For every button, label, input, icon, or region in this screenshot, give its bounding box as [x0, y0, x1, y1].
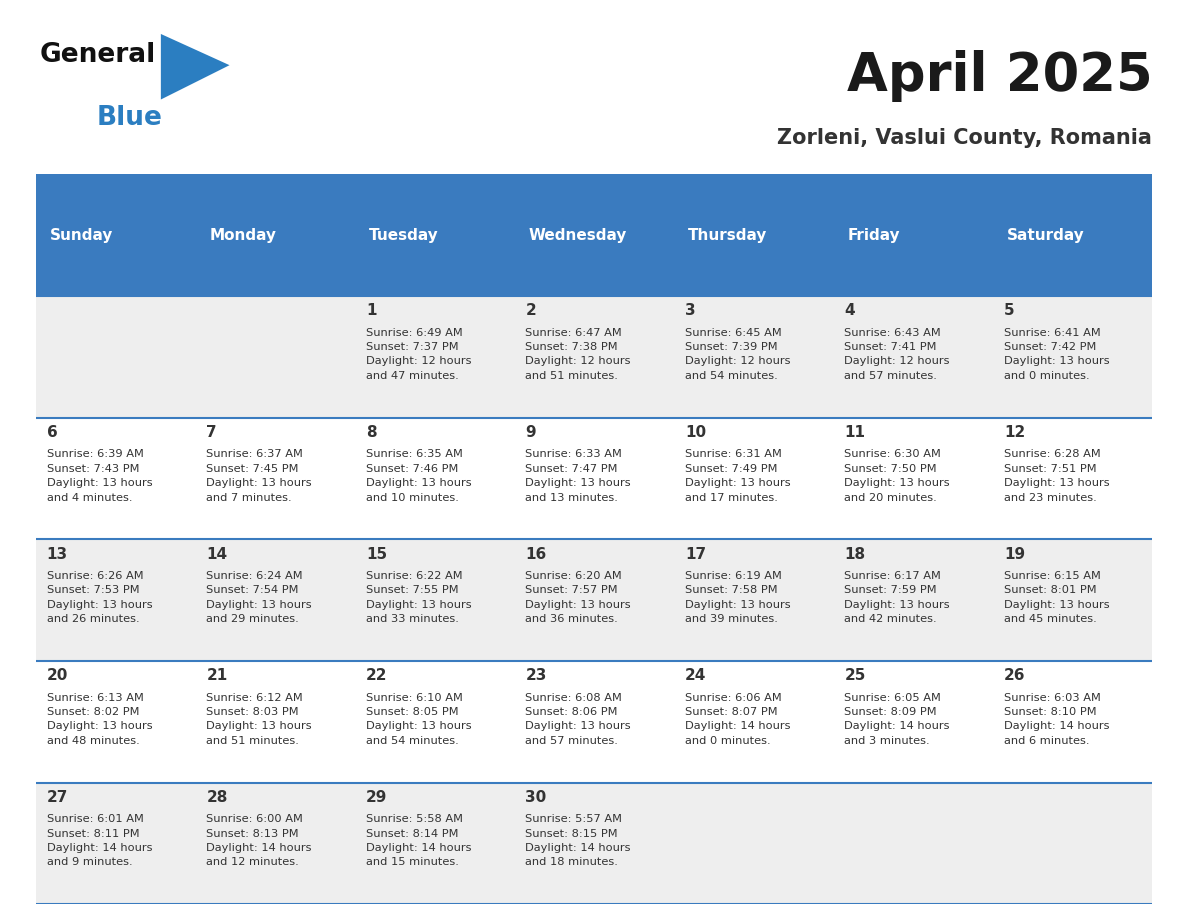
Text: 21: 21	[207, 668, 228, 683]
Text: Thursday: Thursday	[688, 228, 767, 242]
Text: 10: 10	[685, 425, 706, 440]
Text: Sunrise: 6:00 AM
Sunset: 8:13 PM
Daylight: 14 hours
and 12 minutes.: Sunrise: 6:00 AM Sunset: 8:13 PM Dayligh…	[207, 814, 311, 868]
Text: Sunrise: 6:43 AM
Sunset: 7:41 PM
Daylight: 12 hours
and 57 minutes.: Sunrise: 6:43 AM Sunset: 7:41 PM Dayligh…	[845, 328, 950, 381]
Text: 26: 26	[1004, 668, 1025, 683]
Bar	[36, 539, 1152, 661]
Text: 17: 17	[685, 546, 706, 562]
Text: 23: 23	[525, 668, 546, 683]
Text: 28: 28	[207, 789, 228, 805]
Bar	[36, 174, 195, 296]
Text: Sunrise: 6:47 AM
Sunset: 7:38 PM
Daylight: 12 hours
and 51 minutes.: Sunrise: 6:47 AM Sunset: 7:38 PM Dayligh…	[525, 328, 631, 381]
Bar	[36, 661, 1152, 782]
Text: 8: 8	[366, 425, 377, 440]
Bar	[36, 296, 1152, 418]
Text: Sunrise: 6:33 AM
Sunset: 7:47 PM
Daylight: 13 hours
and 13 minutes.: Sunrise: 6:33 AM Sunset: 7:47 PM Dayligh…	[525, 449, 631, 502]
Text: Sunrise: 6:22 AM
Sunset: 7:55 PM
Daylight: 13 hours
and 33 minutes.: Sunrise: 6:22 AM Sunset: 7:55 PM Dayligh…	[366, 571, 472, 624]
Text: Friday: Friday	[848, 228, 901, 242]
Text: Saturday: Saturday	[1007, 228, 1085, 242]
Polygon shape	[160, 34, 229, 99]
Text: Sunrise: 6:35 AM
Sunset: 7:46 PM
Daylight: 13 hours
and 10 minutes.: Sunrise: 6:35 AM Sunset: 7:46 PM Dayligh…	[366, 449, 472, 502]
Text: 5: 5	[1004, 303, 1015, 319]
Text: 13: 13	[46, 546, 68, 562]
Text: Sunrise: 6:13 AM
Sunset: 8:02 PM
Daylight: 13 hours
and 48 minutes.: Sunrise: 6:13 AM Sunset: 8:02 PM Dayligh…	[46, 692, 152, 745]
Text: 14: 14	[207, 546, 227, 562]
Text: 4: 4	[845, 303, 855, 319]
Text: 25: 25	[845, 668, 866, 683]
Text: 1: 1	[366, 303, 377, 319]
Bar	[195, 174, 355, 296]
Text: 11: 11	[845, 425, 866, 440]
Text: Sunrise: 6:24 AM
Sunset: 7:54 PM
Daylight: 13 hours
and 29 minutes.: Sunrise: 6:24 AM Sunset: 7:54 PM Dayligh…	[207, 571, 312, 624]
Text: Sunrise: 5:58 AM
Sunset: 8:14 PM
Daylight: 14 hours
and 15 minutes.: Sunrise: 5:58 AM Sunset: 8:14 PM Dayligh…	[366, 814, 472, 868]
Text: 9: 9	[525, 425, 536, 440]
Text: Sunrise: 6:15 AM
Sunset: 8:01 PM
Daylight: 13 hours
and 45 minutes.: Sunrise: 6:15 AM Sunset: 8:01 PM Dayligh…	[1004, 571, 1110, 624]
Bar	[674, 174, 833, 296]
Text: 29: 29	[366, 789, 387, 805]
Text: Tuesday: Tuesday	[369, 228, 438, 242]
Text: Monday: Monday	[209, 228, 277, 242]
Bar	[514, 174, 674, 296]
Text: 19: 19	[1004, 546, 1025, 562]
Bar	[36, 782, 1152, 904]
Text: Sunrise: 6:17 AM
Sunset: 7:59 PM
Daylight: 13 hours
and 42 minutes.: Sunrise: 6:17 AM Sunset: 7:59 PM Dayligh…	[845, 571, 950, 624]
Text: 12: 12	[1004, 425, 1025, 440]
Text: Sunrise: 6:01 AM
Sunset: 8:11 PM
Daylight: 14 hours
and 9 minutes.: Sunrise: 6:01 AM Sunset: 8:11 PM Dayligh…	[46, 814, 152, 868]
Text: Sunrise: 5:57 AM
Sunset: 8:15 PM
Daylight: 14 hours
and 18 minutes.: Sunrise: 5:57 AM Sunset: 8:15 PM Dayligh…	[525, 814, 631, 868]
Text: Sunrise: 6:12 AM
Sunset: 8:03 PM
Daylight: 13 hours
and 51 minutes.: Sunrise: 6:12 AM Sunset: 8:03 PM Dayligh…	[207, 692, 312, 745]
Text: 3: 3	[685, 303, 695, 319]
Text: 20: 20	[46, 668, 68, 683]
Text: Sunrise: 6:31 AM
Sunset: 7:49 PM
Daylight: 13 hours
and 17 minutes.: Sunrise: 6:31 AM Sunset: 7:49 PM Dayligh…	[685, 449, 790, 502]
Text: 2: 2	[525, 303, 536, 319]
Text: 22: 22	[366, 668, 387, 683]
Text: 15: 15	[366, 546, 387, 562]
Text: April 2025: April 2025	[847, 50, 1152, 102]
Text: Blue: Blue	[96, 105, 162, 130]
Text: Sunrise: 6:03 AM
Sunset: 8:10 PM
Daylight: 14 hours
and 6 minutes.: Sunrise: 6:03 AM Sunset: 8:10 PM Dayligh…	[1004, 692, 1110, 745]
Text: Sunrise: 6:05 AM
Sunset: 8:09 PM
Daylight: 14 hours
and 3 minutes.: Sunrise: 6:05 AM Sunset: 8:09 PM Dayligh…	[845, 692, 950, 745]
Text: Sunrise: 6:49 AM
Sunset: 7:37 PM
Daylight: 12 hours
and 47 minutes.: Sunrise: 6:49 AM Sunset: 7:37 PM Dayligh…	[366, 328, 472, 381]
Text: Sunrise: 6:20 AM
Sunset: 7:57 PM
Daylight: 13 hours
and 36 minutes.: Sunrise: 6:20 AM Sunset: 7:57 PM Dayligh…	[525, 571, 631, 624]
Text: Sunrise: 6:39 AM
Sunset: 7:43 PM
Daylight: 13 hours
and 4 minutes.: Sunrise: 6:39 AM Sunset: 7:43 PM Dayligh…	[46, 449, 152, 502]
Text: 18: 18	[845, 546, 866, 562]
Text: Sunrise: 6:41 AM
Sunset: 7:42 PM
Daylight: 13 hours
and 0 minutes.: Sunrise: 6:41 AM Sunset: 7:42 PM Dayligh…	[1004, 328, 1110, 381]
Bar	[355, 174, 514, 296]
Text: General: General	[39, 42, 156, 68]
Text: Sunday: Sunday	[50, 228, 113, 242]
Text: Sunrise: 6:37 AM
Sunset: 7:45 PM
Daylight: 13 hours
and 7 minutes.: Sunrise: 6:37 AM Sunset: 7:45 PM Dayligh…	[207, 449, 312, 502]
Text: Sunrise: 6:30 AM
Sunset: 7:50 PM
Daylight: 13 hours
and 20 minutes.: Sunrise: 6:30 AM Sunset: 7:50 PM Dayligh…	[845, 449, 950, 502]
Text: 30: 30	[525, 789, 546, 805]
Text: Sunrise: 6:45 AM
Sunset: 7:39 PM
Daylight: 12 hours
and 54 minutes.: Sunrise: 6:45 AM Sunset: 7:39 PM Dayligh…	[685, 328, 790, 381]
Text: Sunrise: 6:28 AM
Sunset: 7:51 PM
Daylight: 13 hours
and 23 minutes.: Sunrise: 6:28 AM Sunset: 7:51 PM Dayligh…	[1004, 449, 1110, 502]
Bar	[36, 418, 1152, 539]
Text: Sunrise: 6:10 AM
Sunset: 8:05 PM
Daylight: 13 hours
and 54 minutes.: Sunrise: 6:10 AM Sunset: 8:05 PM Dayligh…	[366, 692, 472, 745]
Text: Sunrise: 6:08 AM
Sunset: 8:06 PM
Daylight: 13 hours
and 57 minutes.: Sunrise: 6:08 AM Sunset: 8:06 PM Dayligh…	[525, 692, 631, 745]
Text: Sunrise: 6:19 AM
Sunset: 7:58 PM
Daylight: 13 hours
and 39 minutes.: Sunrise: 6:19 AM Sunset: 7:58 PM Dayligh…	[685, 571, 790, 624]
Bar	[833, 174, 993, 296]
Bar	[993, 174, 1152, 296]
Text: Sunrise: 6:26 AM
Sunset: 7:53 PM
Daylight: 13 hours
and 26 minutes.: Sunrise: 6:26 AM Sunset: 7:53 PM Dayligh…	[46, 571, 152, 624]
Text: Zorleni, Vaslui County, Romania: Zorleni, Vaslui County, Romania	[777, 128, 1152, 148]
Text: Sunrise: 6:06 AM
Sunset: 8:07 PM
Daylight: 14 hours
and 0 minutes.: Sunrise: 6:06 AM Sunset: 8:07 PM Dayligh…	[685, 692, 790, 745]
Text: 24: 24	[685, 668, 707, 683]
Text: 16: 16	[525, 546, 546, 562]
Text: 6: 6	[46, 425, 57, 440]
Text: Wednesday: Wednesday	[529, 228, 627, 242]
Text: 27: 27	[46, 789, 68, 805]
Text: 7: 7	[207, 425, 217, 440]
